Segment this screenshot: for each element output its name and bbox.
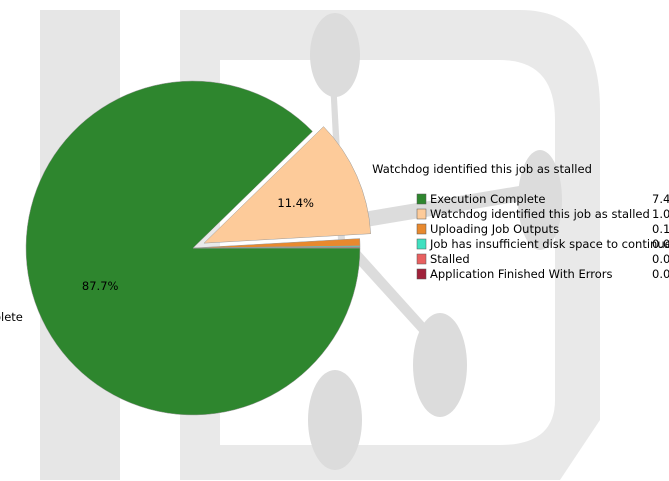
pie-slice-label-0: plete (0, 310, 23, 324)
legend-value-1: 1.0 (652, 207, 669, 221)
legend-swatch-2 (416, 223, 427, 235)
legend-swatch-5 (416, 268, 427, 280)
legend-swatch-1 (416, 208, 427, 220)
legend-label-1: Watchdog identified this job as stalled (430, 207, 650, 221)
legend-label-3: Job has insufficient disk space to conti… (429, 237, 669, 251)
legend-label-4: Stalled (430, 252, 470, 266)
pie-percent-label-1: 11.4% (277, 196, 314, 210)
legend-value-0: 7.4 (652, 192, 669, 206)
pie-slice-1 (203, 126, 371, 244)
legend-value-5: 0.0 (652, 267, 669, 281)
legend-label-2: Uploading Job Outputs (430, 222, 559, 236)
pie-labels: 87.7% plete 11.4% Watchdog identified this … (0, 162, 592, 324)
pie-slice-5 (192, 247, 361, 249)
pie-slice-label-1: Watchdog identified this job as stalled (372, 162, 592, 176)
legend-swatch-3 (416, 238, 427, 250)
legend-label-5: Application Finished With Errors (430, 267, 612, 281)
legend-value-3: 0.0 (652, 237, 669, 251)
legend-value-4: 0.0 (652, 252, 669, 266)
legend-swatch-4 (416, 253, 427, 265)
pie-percent-label-0: 87.7% (82, 279, 119, 293)
legend-label-0: Execution Complete (430, 192, 546, 206)
pie-slices (25, 80, 371, 416)
legend-value-2: 0.1 (652, 222, 669, 236)
legend-swatch-0 (416, 193, 427, 205)
